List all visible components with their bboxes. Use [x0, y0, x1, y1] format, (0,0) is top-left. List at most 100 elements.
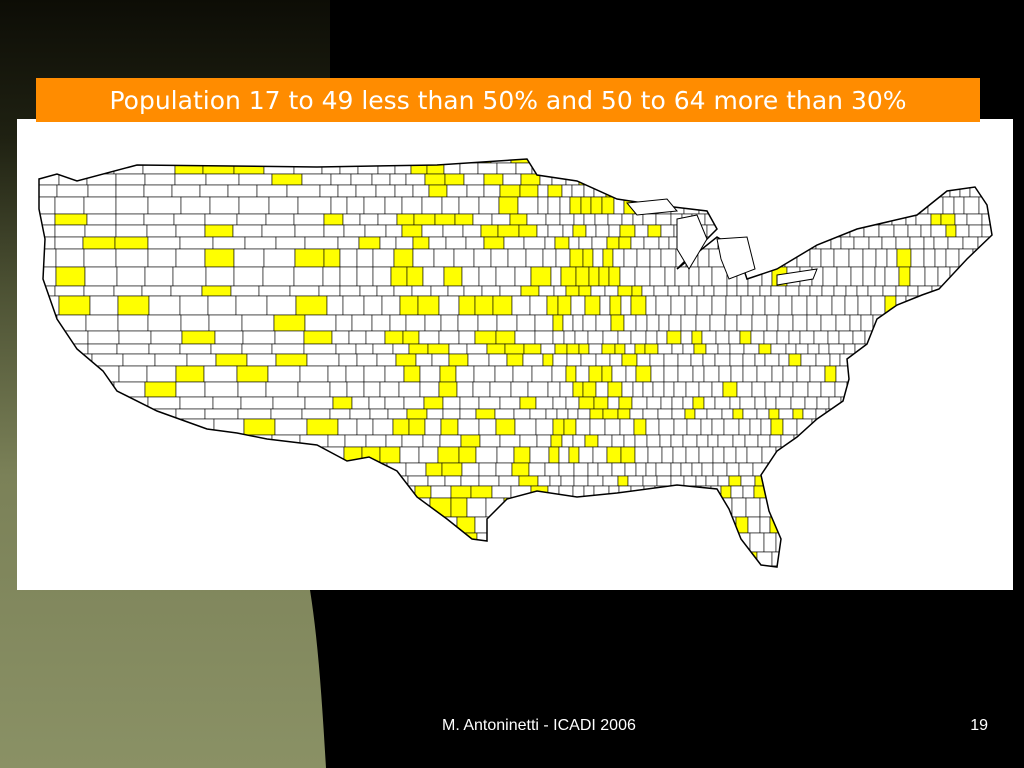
county-cell — [810, 224, 826, 238]
county-cell — [89, 408, 119, 420]
county-cell — [211, 532, 242, 553]
county-cell — [175, 224, 206, 238]
county-cell — [764, 295, 780, 316]
county-cell — [671, 343, 684, 355]
county-cell — [670, 295, 686, 316]
county-cell — [646, 314, 660, 332]
county-cell — [624, 462, 637, 477]
county-cell — [842, 213, 857, 226]
county-cell — [667, 285, 680, 297]
lake-shape — [716, 236, 756, 280]
county-cell — [953, 196, 965, 215]
county-cell — [178, 532, 213, 553]
county-cell — [289, 285, 320, 297]
county-cell — [944, 497, 960, 518]
county-cell — [610, 551, 622, 567]
county-cell — [918, 418, 930, 436]
county-cell — [394, 162, 412, 175]
county-cell — [441, 551, 462, 567]
county-cell — [547, 184, 563, 198]
county-cell — [909, 162, 921, 175]
county-cell — [656, 330, 668, 345]
county-cell — [180, 159, 214, 164]
county-cell — [630, 330, 647, 345]
county-cell — [392, 418, 410, 436]
county-cell — [363, 381, 381, 398]
county-cell — [176, 551, 211, 567]
county-cell — [907, 462, 920, 477]
county-cell — [644, 343, 659, 355]
county-cell — [970, 462, 982, 477]
county-cell — [915, 551, 932, 567]
county-cell — [660, 224, 675, 238]
county-cell — [631, 285, 643, 297]
county-cell — [806, 314, 822, 332]
county-cell — [915, 213, 932, 226]
county-cell — [656, 551, 669, 567]
county-cell — [984, 497, 992, 518]
county-cell — [667, 173, 680, 186]
county-cell — [818, 173, 830, 186]
county-cell — [209, 551, 244, 567]
county-cell — [903, 446, 916, 464]
county-cell — [868, 396, 884, 410]
county-cell — [796, 248, 811, 268]
county-cell — [383, 516, 401, 534]
county-cell — [332, 396, 353, 410]
county-cell — [39, 565, 57, 567]
county-cell — [372, 343, 394, 355]
county-cell — [857, 485, 870, 499]
county-cell — [833, 434, 847, 448]
county-cell — [179, 396, 214, 410]
county-cell — [239, 516, 270, 534]
county-cell — [942, 196, 955, 215]
county-cell — [59, 353, 93, 367]
county-cell — [675, 184, 692, 198]
county-cell — [594, 213, 609, 226]
county-cell — [974, 353, 990, 367]
county-cell — [736, 314, 753, 332]
county-cell — [580, 353, 597, 367]
county-cell — [478, 196, 500, 215]
county-cell — [738, 184, 750, 198]
county-cell — [328, 551, 347, 567]
county-cell — [877, 418, 892, 436]
county-cell — [552, 551, 568, 567]
lake-shape — [776, 268, 818, 286]
county-cell — [717, 343, 731, 355]
county-cell — [904, 418, 920, 436]
county-cell — [552, 330, 565, 345]
county-cell — [327, 159, 345, 164]
county-cell — [978, 532, 992, 553]
county-cell — [891, 159, 905, 164]
county-cell — [746, 159, 763, 164]
county-cell — [683, 475, 697, 487]
county-cell — [778, 236, 792, 250]
county-cell — [691, 462, 703, 477]
county-cell — [851, 475, 867, 487]
county-cell — [738, 173, 751, 186]
county-cell — [808, 516, 824, 534]
county-cell — [843, 343, 856, 355]
county-cell — [552, 418, 565, 436]
county-cell — [878, 173, 895, 186]
county-cell — [963, 196, 980, 215]
county-cell — [722, 381, 738, 398]
county-cell — [817, 497, 832, 518]
county-cell — [948, 396, 965, 410]
county-cell — [814, 565, 830, 567]
county-cell — [731, 159, 748, 164]
county-cell — [912, 381, 924, 398]
county-cell — [56, 314, 87, 332]
county-cell — [148, 532, 180, 553]
county-cell — [39, 434, 57, 448]
county-cell — [678, 285, 693, 297]
county-cell — [933, 236, 949, 250]
county-cell — [696, 295, 713, 316]
county-cell — [712, 446, 725, 464]
county-cell — [299, 475, 330, 487]
county-cell — [418, 330, 440, 345]
county-cell — [522, 565, 544, 567]
county-cell — [39, 196, 56, 215]
county-cell — [365, 434, 387, 448]
